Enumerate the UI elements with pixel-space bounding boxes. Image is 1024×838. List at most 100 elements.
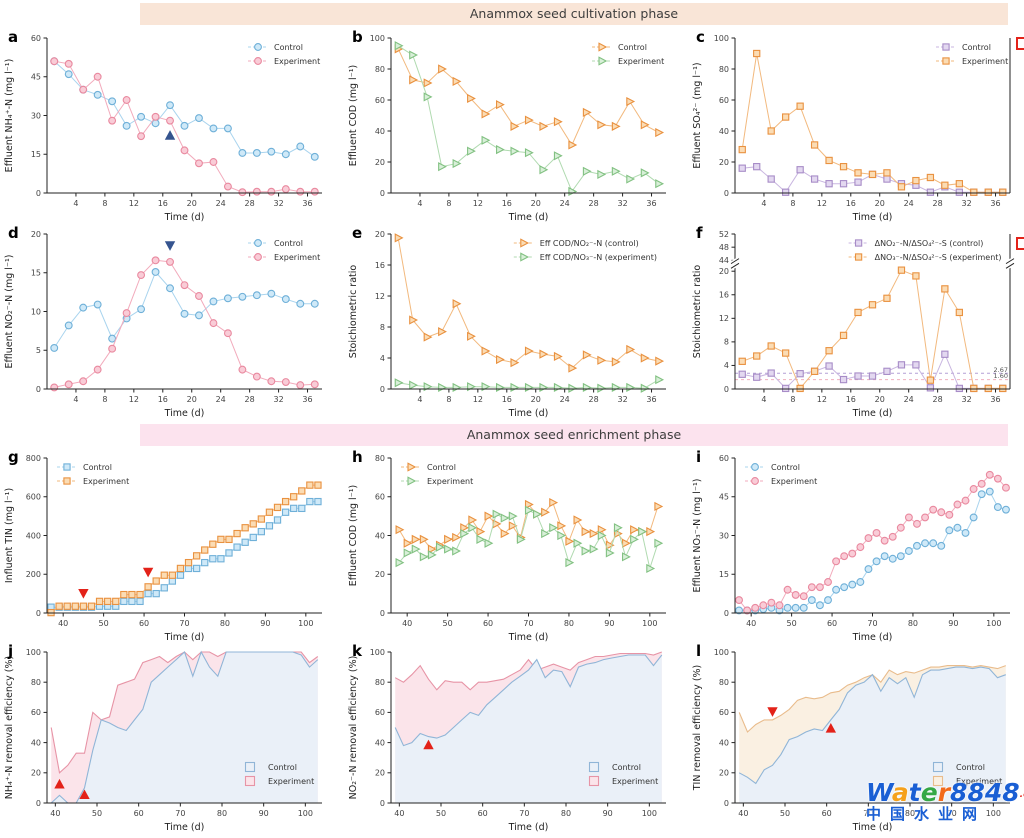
series-experiment — [50, 256, 319, 392]
chart-b: 4 8 12 16 20 24 28 32 36 0 20 40 60 80 100 Time (d) Effl… — [348, 34, 666, 223]
svg-text:80: 80 — [375, 678, 385, 687]
svg-text:44: 44 — [719, 256, 729, 265]
svg-text:80: 80 — [375, 454, 385, 463]
svg-text:80: 80 — [719, 65, 729, 74]
svg-text:400: 400 — [26, 531, 41, 540]
svg-text:80: 80 — [908, 619, 918, 628]
watermark-letter: 8 — [950, 778, 968, 807]
svg-text:4: 4 — [761, 395, 766, 404]
svg-text:40: 40 — [375, 127, 385, 136]
watermark-letters: Water8848 — [866, 778, 1020, 807]
chart-k: 40 50 60 70 80 90 100 0 20 40 60 80 100 Time (d) NO₂⁻-… — [348, 648, 666, 833]
svg-text:80: 80 — [564, 619, 574, 628]
panel-letter-l: l — [696, 642, 702, 660]
svg-text:100: 100 — [370, 648, 385, 657]
svg-text:90: 90 — [948, 619, 958, 628]
svg-text:200: 200 — [26, 570, 41, 579]
watermark-letter: e — [920, 778, 938, 807]
svg-text:90: 90 — [260, 619, 270, 628]
legend: Control Experiment — [588, 761, 658, 787]
phase-banner-enrichment: Anammox seed enrichment phase — [140, 424, 1008, 446]
plot-area-i: 40 50 60 70 80 90 100 0 15 30 45 60 Time (d) Effluent… — [692, 454, 1010, 643]
svg-text:60: 60 — [822, 809, 832, 818]
panel-letter-d: d — [8, 224, 19, 242]
svg-text:40: 40 — [394, 809, 404, 818]
svg-text:80: 80 — [31, 678, 41, 687]
legend: Control Experiment — [248, 239, 320, 262]
axes: 40 50 60 70 80 90 100 0 15 30 45 60 — [719, 454, 1010, 628]
series-experiment — [394, 41, 665, 197]
svg-text:Stoichiometric ratio: Stoichiometric ratio — [348, 265, 359, 359]
svg-text:Control: Control — [612, 763, 641, 772]
svg-text:100: 100 — [986, 619, 1001, 628]
svg-text:100: 100 — [986, 809, 1001, 818]
svg-text:0: 0 — [380, 799, 385, 808]
svg-text:36: 36 — [990, 395, 1000, 404]
svg-text:80: 80 — [375, 65, 385, 74]
annotation-tri-up — [54, 778, 65, 789]
svg-text:70: 70 — [867, 619, 877, 628]
svg-text:20: 20 — [187, 199, 197, 208]
svg-text:24: 24 — [216, 199, 226, 208]
svg-text:80: 80 — [217, 809, 227, 818]
plot-area-g: 40 50 60 70 80 90 100 0 200 400 600 800 Time (d) Infl… — [4, 454, 322, 643]
svg-text:0: 0 — [380, 609, 385, 618]
svg-text:28: 28 — [933, 199, 943, 208]
series-experiment — [47, 481, 322, 617]
svg-text:4: 4 — [724, 361, 729, 370]
legend: ΔNO₂⁻-N/ΔSO₄²⁻-S (control) ΔNO₃⁻-N/ΔSO₄²⁻… — [848, 239, 1002, 262]
svg-text:8: 8 — [102, 395, 107, 404]
svg-text:100: 100 — [642, 809, 657, 818]
legend: Control Experiment — [57, 463, 129, 486]
svg-text:50: 50 — [436, 809, 446, 818]
panel-letter-f: f — [696, 224, 703, 242]
series-control — [735, 487, 1010, 615]
svg-text:0: 0 — [724, 385, 729, 394]
axes: 40 50 60 70 80 90 100 0 200 400 600 800 — [26, 454, 322, 628]
svg-text:24: 24 — [904, 395, 914, 404]
svg-text:4: 4 — [73, 395, 78, 404]
svg-text:90: 90 — [603, 809, 613, 818]
axes: 4 8 12 16 20 24 28 32 36 0 15 30 45 60 — [31, 34, 322, 208]
svg-text:Experiment: Experiment — [771, 477, 817, 486]
svg-text:32: 32 — [617, 395, 627, 404]
svg-text:28: 28 — [589, 199, 599, 208]
svg-text:16: 16 — [846, 199, 856, 208]
panel-letter-g: g — [8, 448, 19, 466]
svg-text:Time (d): Time (d) — [852, 632, 893, 643]
svg-text:100: 100 — [298, 619, 313, 628]
svg-text:15: 15 — [31, 150, 41, 159]
svg-text:80: 80 — [719, 678, 729, 687]
panel-letter-j: j — [8, 642, 14, 660]
svg-text:60: 60 — [375, 493, 385, 502]
svg-text:8: 8 — [380, 323, 385, 332]
svg-text:20: 20 — [719, 267, 729, 276]
svg-text:20: 20 — [375, 769, 385, 778]
svg-text:ΔNO₂⁻-N/ΔSO₄²⁻-S (control): ΔNO₂⁻-N/ΔSO₄²⁻-S (control) — [875, 239, 984, 248]
svg-text:32: 32 — [273, 395, 283, 404]
svg-text:36: 36 — [646, 199, 656, 208]
plot-area-j: 40 50 60 70 80 90 100 0 20 40 60 80 100 Time (d) NH₄⁺-… — [4, 648, 322, 833]
panel-j: j 40 50 60 70 80 90 100 0 20 40 60 80 100 Time (d) NH₄⁺… — [2, 642, 334, 834]
svg-text:40: 40 — [50, 809, 60, 818]
svg-text:1.60: 1.60 — [994, 372, 1008, 380]
svg-text:50: 50 — [780, 809, 790, 818]
svg-text:50: 50 — [99, 619, 109, 628]
svg-text:2.67: 2.67 — [994, 366, 1008, 374]
watermark-letter: t — [908, 778, 921, 807]
svg-text:12: 12 — [129, 395, 139, 404]
svg-text:40: 40 — [738, 809, 748, 818]
series-eff-cod-no-n-control- — [394, 233, 665, 373]
svg-text:30: 30 — [719, 531, 729, 540]
svg-text:Experiment: Experiment — [268, 777, 314, 786]
chart-c: 4 8 12 16 20 24 28 32 36 0 20 40 60 80 100 Time (d) Effl… — [692, 34, 1011, 223]
svg-text:60: 60 — [31, 34, 41, 43]
svg-text:0: 0 — [36, 385, 41, 394]
svg-text:52: 52 — [719, 230, 729, 239]
svg-text:16: 16 — [719, 291, 729, 300]
svg-text:Time (d): Time (d) — [164, 408, 205, 419]
svg-text:70: 70 — [175, 809, 185, 818]
panel-letter-c: c — [696, 28, 705, 46]
annotation-tri-up — [825, 723, 837, 733]
